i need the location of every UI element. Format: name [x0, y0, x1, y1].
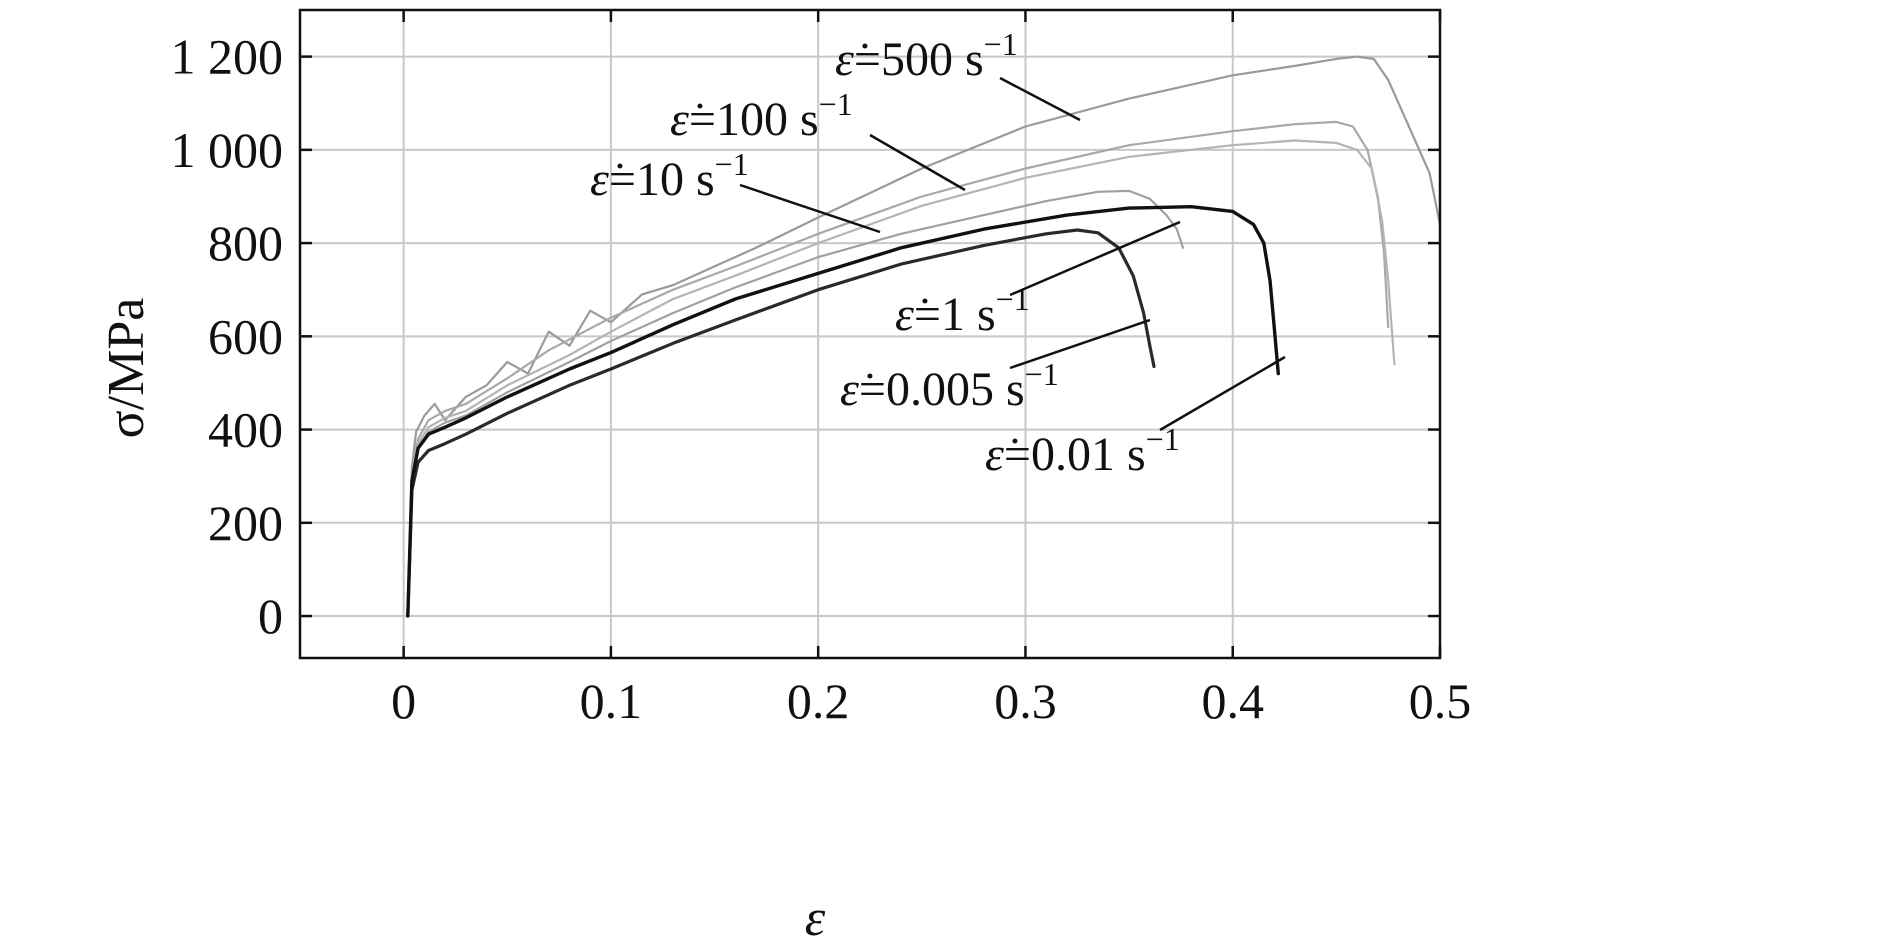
x-tick-labels: 0 0.1 0.2 0.3 0.4 0.5 — [391, 673, 1471, 729]
series-label: ε̇=500 s−1 — [835, 26, 1018, 86]
label-leader — [1009, 318, 1151, 370]
series-label: ε̇=100 s−1 — [670, 86, 853, 146]
series-line — [406, 120, 1390, 618]
plot-frame — [298, 8, 1442, 660]
x-tick-label: 0.4 — [1201, 673, 1264, 729]
y-tick-labels: 0 200 400 600 800 1 000 1 200 — [171, 29, 284, 644]
y-tick-label: 200 — [208, 495, 283, 551]
series-label: ε̇=0.005 s−1 — [840, 356, 1059, 416]
grid — [300, 10, 1440, 658]
x-tick-label: 0.5 — [1409, 673, 1472, 729]
x-tick-label: 0.3 — [994, 673, 1057, 729]
y-tick-label: 1 000 — [171, 122, 284, 178]
label-leader — [999, 76, 1081, 122]
y-tick-label: 400 — [208, 402, 283, 458]
y-tick-label: 600 — [208, 308, 283, 364]
label-leader — [869, 133, 966, 192]
y-tick-label: 800 — [208, 215, 283, 271]
series-curves — [406, 55, 1442, 618]
series-line — [406, 189, 1185, 618]
y-tick-label: 0 — [258, 588, 283, 644]
x-tick-label: 0 — [391, 673, 416, 729]
x-axis-title: ε — [805, 890, 826, 941]
series-line — [406, 139, 1396, 618]
label-leader — [1159, 355, 1286, 432]
series-label: ε̇=1 s−1 — [895, 281, 1030, 341]
x-tick-label: 0.2 — [787, 673, 850, 729]
series-labels: ε̇=500 s−1ε̇=100 s−1ε̇=10 s−1 ε̇=1 s−1 ε̇=… — [590, 26, 1180, 481]
y-tick-label: 1 200 — [171, 29, 284, 85]
series-line — [406, 228, 1156, 618]
label-leader-lines — [739, 76, 1286, 432]
x-tick-label: 0.1 — [580, 673, 643, 729]
y-axis-title: σ/MPa — [98, 298, 155, 439]
series-label: ε̇=10 s−1 — [590, 146, 749, 206]
label-leader — [739, 183, 881, 234]
series-label: ε̇=0.01 s−1 — [985, 421, 1180, 481]
series-line — [406, 55, 1442, 618]
series-line — [406, 205, 1280, 618]
label-leader — [1009, 220, 1181, 297]
axis-ticks — [300, 10, 1442, 658]
